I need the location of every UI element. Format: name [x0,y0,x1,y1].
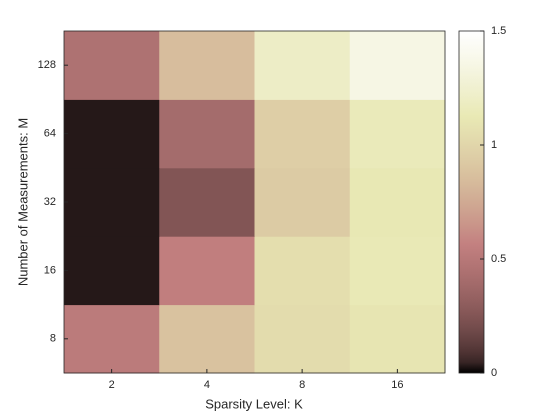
heatmap-cell [254,236,351,306]
y-tick-label: 8 [50,333,56,345]
heatmap-cell [254,31,351,100]
heatmap-cell [349,31,446,100]
heatmap-cell [64,31,160,100]
colorbar [458,30,485,374]
heatmap-cell [159,167,255,237]
heatmap-cell [349,99,446,169]
heatmap-cell [64,99,160,169]
heatmap-cell [159,236,255,306]
heatmap-cell [159,304,255,374]
heatmap-cell [159,31,255,100]
y-tick-label: 64 [44,128,56,140]
colorbar-tick-label: 1.5 [491,25,506,37]
x-axis-label: Sparsity Level: K [205,396,303,411]
heatmap-cell [159,99,255,169]
heatmap-cell [349,167,446,237]
heatmap-cell [64,304,160,374]
heatmap-cell [349,236,446,306]
y-axis-label: Number of Measurements: M [15,118,30,286]
y-tick-label: 16 [44,264,56,276]
x-tick-label: 8 [299,379,305,391]
heatmap-cell [254,304,351,374]
x-tick-label: 4 [204,379,210,391]
x-tick-label: 2 [109,379,115,391]
colorbar-tick-label: 0.5 [491,253,506,265]
heatmap-cell [64,236,160,306]
heatmap-cell [254,167,351,237]
y-tick-label: 32 [44,196,56,208]
colorbar-tick-label: 1 [491,139,497,151]
heatmap-cell [254,99,351,169]
heatmap-cell [349,304,446,374]
x-tick-label: 16 [391,379,403,391]
y-tick-label: 128 [38,59,56,71]
colorbar-tick-label: 0 [491,367,497,379]
heatmap-cell [64,167,160,237]
